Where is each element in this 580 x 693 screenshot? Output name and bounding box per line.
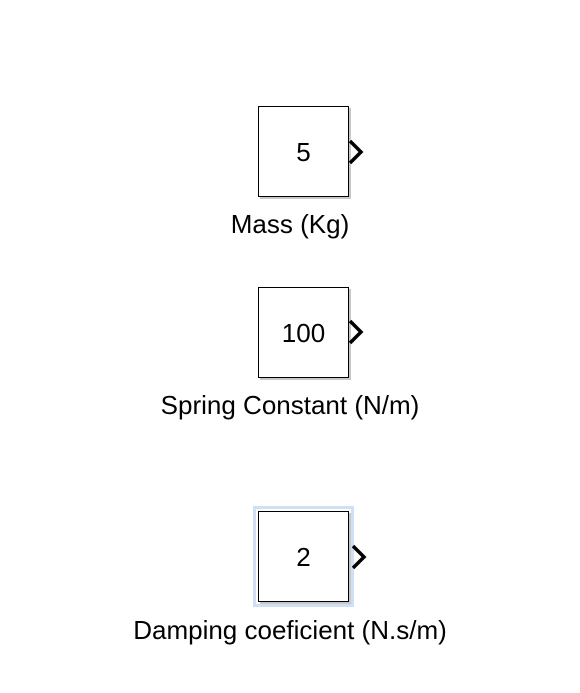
damping-output-port-icon[interactable] <box>351 544 367 570</box>
spring-output-port-icon[interactable] <box>348 319 364 345</box>
spring-constant-value: 100 <box>281 317 326 348</box>
constant-block-damping[interactable]: 2 <box>253 506 354 607</box>
damping-block-label: Damping coeficient (N.s/m) <box>133 615 447 645</box>
damping-value: 2 <box>296 541 311 572</box>
mass-block-label: Mass (Kg) <box>230 209 350 239</box>
constant-block-mass[interactable]: 5 <box>258 106 349 197</box>
constant-block-spring[interactable]: 100 <box>258 287 349 378</box>
mass-output-port-icon[interactable] <box>348 139 364 165</box>
spring-block-label: Spring Constant (N/m) <box>160 390 420 420</box>
mass-value: 5 <box>296 136 311 167</box>
